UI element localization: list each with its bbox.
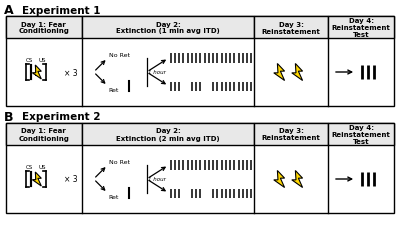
Bar	[6, 124, 394, 213]
Bar	[6, 124, 82, 145]
Text: CS: CS	[26, 164, 34, 169]
Text: US: US	[38, 164, 46, 169]
Bar	[6, 17, 82, 39]
Text: × 3: × 3	[64, 175, 77, 184]
Text: CS: CS	[26, 58, 34, 63]
Text: 1 hour: 1 hour	[148, 70, 166, 75]
Text: Day 2:
Extinction (1 min avg ITD): Day 2: Extinction (1 min avg ITD)	[116, 21, 220, 34]
Bar	[328, 124, 394, 145]
Text: Day 4:
Reinstatement
Test: Day 4: Reinstatement Test	[332, 18, 390, 38]
Polygon shape	[32, 172, 41, 186]
Text: Ret: Ret	[109, 194, 119, 199]
Text: Experiment 1: Experiment 1	[22, 5, 100, 16]
Text: Ret: Ret	[109, 88, 119, 93]
Text: Day 1: Fear
Conditioning: Day 1: Fear Conditioning	[18, 128, 69, 141]
Text: A: A	[4, 4, 14, 17]
Polygon shape	[274, 64, 284, 81]
Bar	[6, 17, 394, 106]
Bar	[254, 124, 328, 145]
Polygon shape	[292, 171, 302, 188]
Text: 1 hour: 1 hour	[148, 177, 166, 182]
Polygon shape	[292, 64, 302, 81]
Text: No Ret: No Ret	[109, 159, 130, 164]
Text: US: US	[38, 58, 46, 63]
Text: Day 1: Fear
Conditioning: Day 1: Fear Conditioning	[18, 21, 69, 34]
Polygon shape	[32, 66, 41, 80]
Polygon shape	[274, 171, 284, 188]
Bar	[82, 124, 254, 145]
Text: Experiment 2: Experiment 2	[22, 112, 100, 122]
Text: × 3: × 3	[64, 68, 77, 77]
Text: B: B	[4, 110, 14, 124]
Text: +: +	[32, 68, 38, 77]
Text: Day 3:
Reinstatement: Day 3: Reinstatement	[262, 128, 321, 141]
Text: Day 4:
Reinstatement
Test: Day 4: Reinstatement Test	[332, 124, 390, 144]
Text: +: +	[32, 175, 38, 184]
Bar	[328, 17, 394, 39]
Bar	[82, 17, 254, 39]
Text: Day 3:
Reinstatement: Day 3: Reinstatement	[262, 21, 321, 34]
Bar	[254, 17, 328, 39]
Text: Day 2:
Extinction (2 min avg ITD): Day 2: Extinction (2 min avg ITD)	[116, 128, 220, 141]
Text: No Ret: No Ret	[109, 53, 130, 58]
